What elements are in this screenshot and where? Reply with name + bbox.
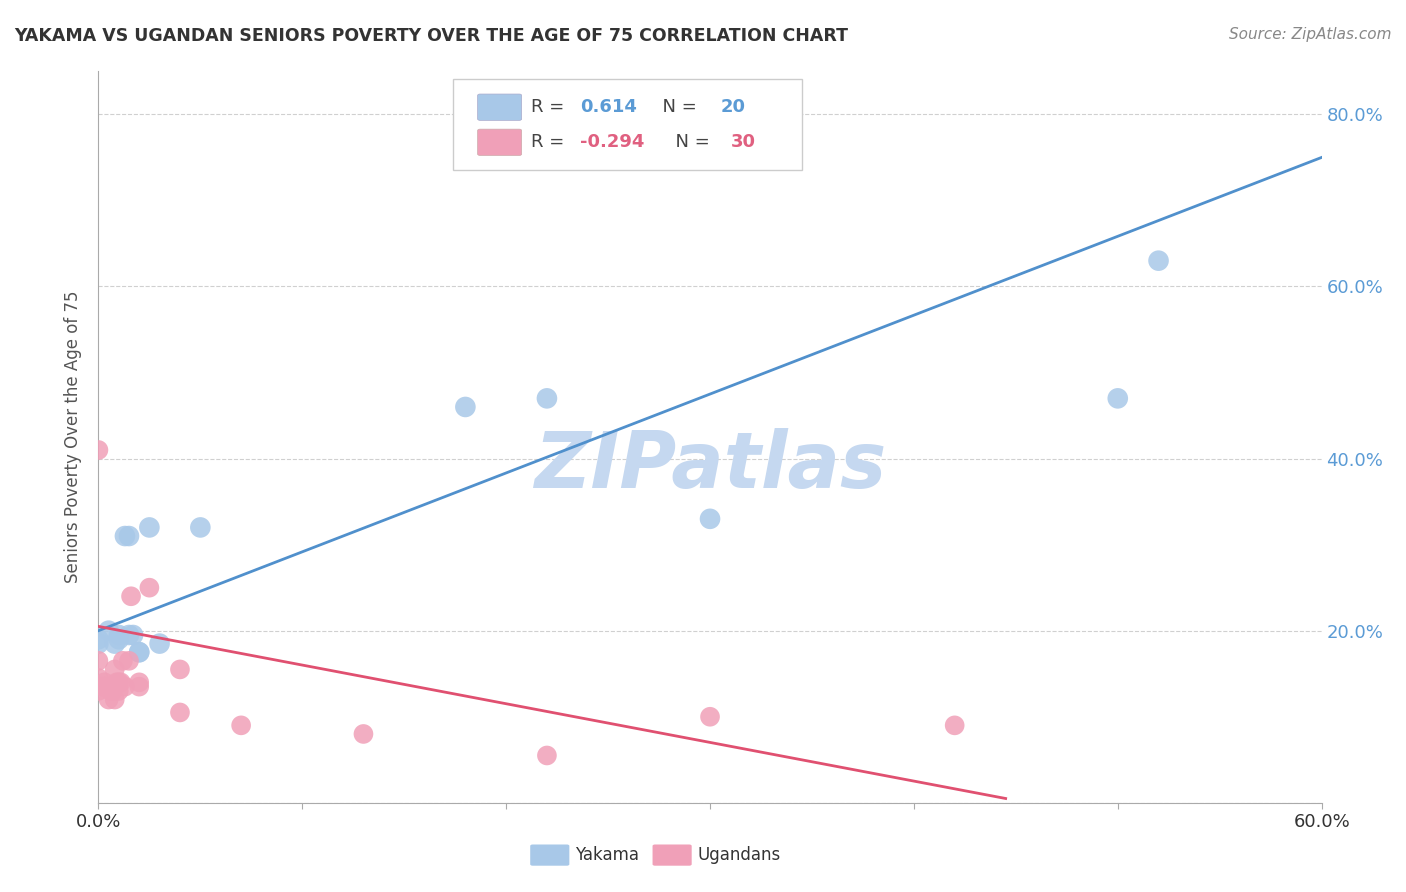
- Point: [87, 654, 110, 668]
- Point: [536, 748, 558, 763]
- Point: [87, 684, 110, 698]
- Point: [138, 520, 160, 534]
- Point: [128, 675, 150, 690]
- Text: R =: R =: [531, 98, 571, 116]
- Point: [231, 718, 253, 732]
- Point: [118, 529, 141, 543]
- Point: [118, 628, 141, 642]
- Point: [111, 654, 134, 668]
- Point: [943, 718, 966, 732]
- Text: R =: R =: [531, 133, 571, 152]
- Point: [188, 520, 212, 534]
- FancyBboxPatch shape: [478, 94, 522, 120]
- Point: [114, 680, 136, 694]
- FancyBboxPatch shape: [478, 129, 522, 155]
- Point: [169, 706, 191, 720]
- Point: [87, 632, 110, 647]
- Text: -0.294: -0.294: [581, 133, 645, 152]
- Point: [104, 692, 127, 706]
- Point: [96, 680, 118, 694]
- Point: [110, 675, 132, 690]
- Point: [108, 684, 131, 698]
- Point: [105, 675, 128, 690]
- Point: [122, 628, 145, 642]
- Point: [169, 662, 191, 676]
- Point: [149, 637, 172, 651]
- Point: [108, 628, 131, 642]
- Point: [104, 637, 127, 651]
- Point: [138, 581, 160, 595]
- Point: [1107, 392, 1129, 406]
- Point: [699, 512, 721, 526]
- Point: [1147, 253, 1170, 268]
- Point: [536, 392, 558, 406]
- Text: 30: 30: [731, 133, 756, 152]
- Point: [128, 645, 150, 659]
- Point: [352, 727, 374, 741]
- Text: 20: 20: [721, 98, 747, 116]
- Point: [118, 654, 141, 668]
- Y-axis label: Seniors Poverty Over the Age of 75: Seniors Poverty Over the Age of 75: [65, 291, 83, 583]
- Point: [87, 637, 110, 651]
- Text: ZIPatlas: ZIPatlas: [534, 428, 886, 504]
- Point: [100, 684, 122, 698]
- Point: [128, 680, 150, 694]
- Point: [91, 680, 114, 694]
- Text: 0.614: 0.614: [581, 98, 637, 116]
- Point: [699, 710, 721, 724]
- Text: YAKAMA VS UGANDAN SENIORS POVERTY OVER THE AGE OF 75 CORRELATION CHART: YAKAMA VS UGANDAN SENIORS POVERTY OVER T…: [14, 27, 848, 45]
- Point: [104, 662, 127, 676]
- FancyBboxPatch shape: [652, 845, 692, 866]
- Point: [108, 632, 131, 647]
- Point: [114, 529, 136, 543]
- Point: [128, 645, 150, 659]
- Text: N =: N =: [651, 98, 703, 116]
- FancyBboxPatch shape: [530, 845, 569, 866]
- Point: [97, 680, 120, 694]
- Text: Ugandans: Ugandans: [697, 846, 782, 863]
- Point: [120, 589, 142, 603]
- Point: [108, 675, 131, 690]
- Point: [87, 671, 110, 685]
- Text: N =: N =: [664, 133, 716, 152]
- Point: [101, 684, 124, 698]
- Text: Source: ZipAtlas.com: Source: ZipAtlas.com: [1229, 27, 1392, 42]
- Text: Yakama: Yakama: [575, 846, 640, 863]
- Point: [93, 675, 115, 690]
- Point: [97, 692, 120, 706]
- Point: [97, 624, 120, 638]
- Point: [87, 442, 110, 457]
- Point: [454, 400, 477, 414]
- FancyBboxPatch shape: [453, 78, 801, 170]
